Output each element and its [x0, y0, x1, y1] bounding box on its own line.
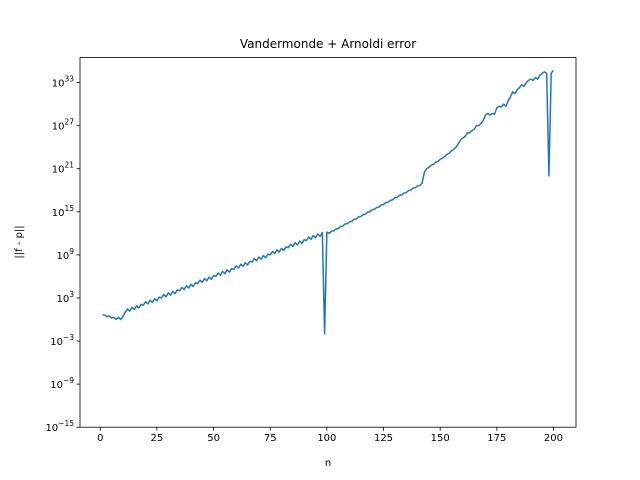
x-tick-label: 200 — [544, 433, 563, 444]
chart-title: Vandermonde + Arnoldi error — [240, 37, 416, 51]
data-line — [102, 69, 555, 335]
y-tick-label: 103 — [56, 290, 74, 305]
axes-frame — [79, 57, 577, 428]
y-axis-label: ||f - p|| — [14, 225, 25, 258]
x-tick-label: 100 — [317, 433, 336, 444]
x-tick-label: 150 — [431, 433, 450, 444]
y-tick-label: 1027 — [52, 118, 75, 133]
x-tick-label: 175 — [487, 433, 506, 444]
x-tick-label: 75 — [264, 433, 277, 444]
y-tick-label: 10−15 — [45, 419, 74, 434]
x-tick-label: 25 — [151, 433, 164, 444]
y-tick-label: 10−3 — [50, 333, 74, 348]
x-tick-label: 50 — [207, 433, 220, 444]
y-tick-label: 1033 — [52, 75, 75, 90]
y-tick-label: 1015 — [52, 204, 75, 219]
x-tick-label: 125 — [374, 433, 393, 444]
x-tick-label: 0 — [97, 433, 103, 444]
y-tick-label: 10−9 — [50, 376, 74, 391]
y-tick-label: 109 — [56, 247, 74, 262]
y-tick-label: 1021 — [52, 161, 75, 176]
x-axis-label: n — [325, 458, 331, 469]
